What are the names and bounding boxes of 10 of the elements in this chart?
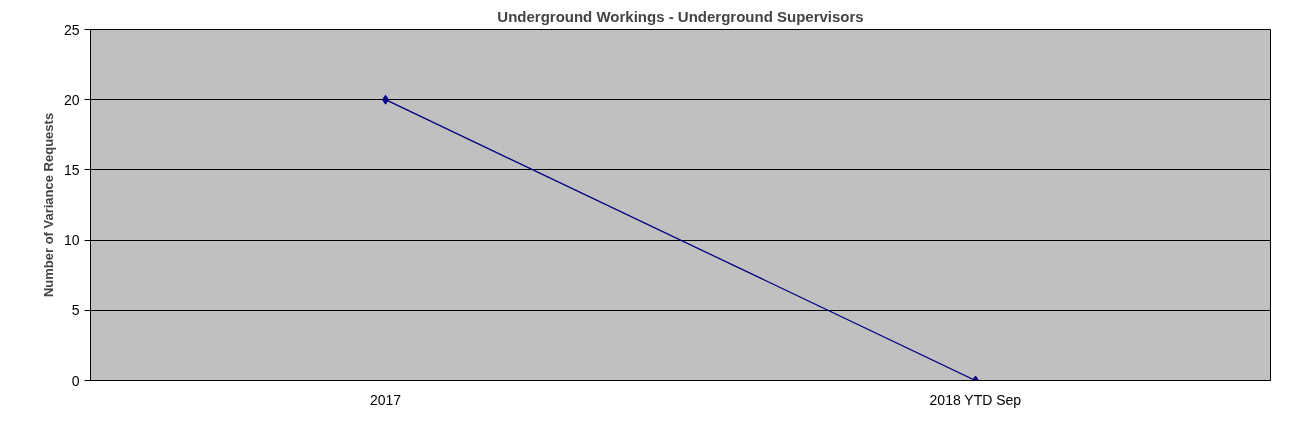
y-axis-title: Number of Variance Requests xyxy=(40,112,56,298)
y-tick-label: 25 xyxy=(63,21,80,38)
chart-title: Underground Workings - Underground Supervisors xyxy=(497,7,864,25)
y-tick-label: 15 xyxy=(63,161,80,178)
x-tick-label: 2018 YTD Sep xyxy=(929,391,1022,408)
y-tick-label: 5 xyxy=(71,302,80,319)
y-tick-label: 0 xyxy=(71,372,80,389)
y-tick-label: 20 xyxy=(63,91,80,108)
y-tick-label: 10 xyxy=(63,232,80,249)
x-tick-label: 2017 xyxy=(369,391,402,408)
